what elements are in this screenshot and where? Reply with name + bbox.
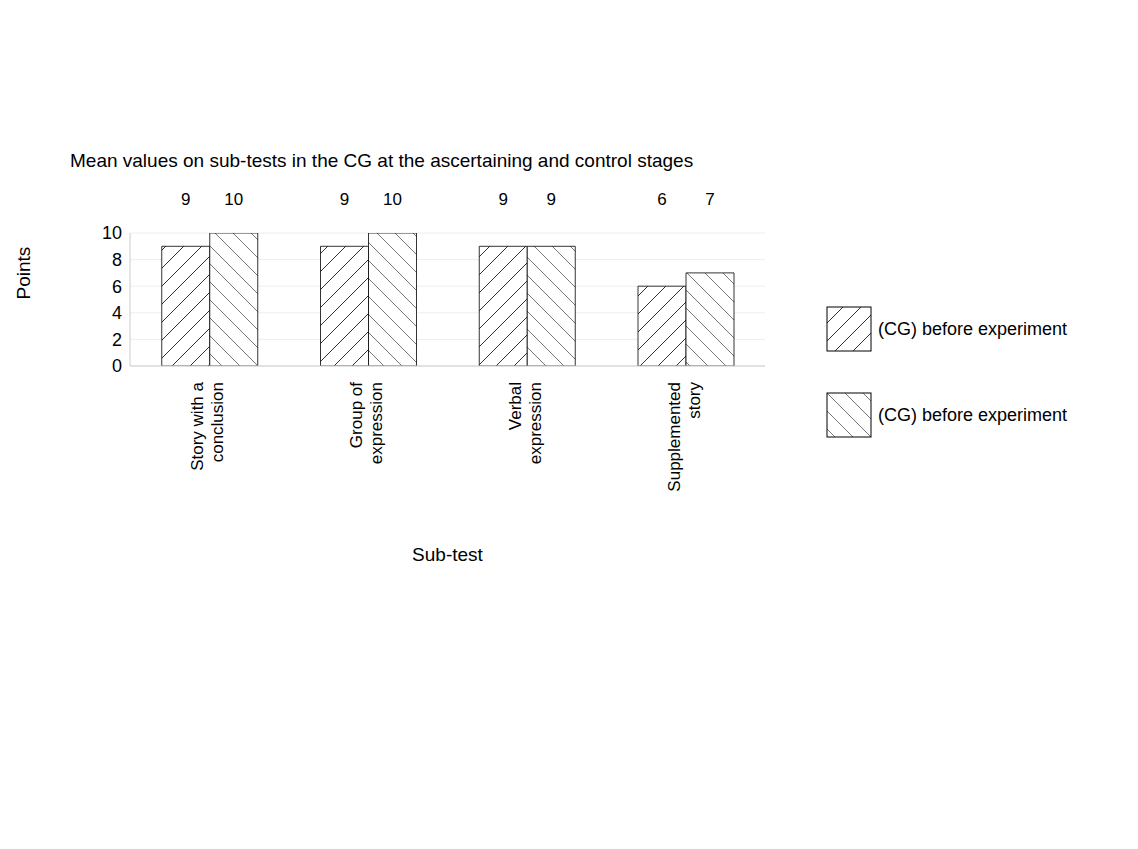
svg-text:10: 10: [102, 223, 122, 243]
svg-text:Story with a: Story with a: [188, 381, 207, 470]
svg-text:Points: Points: [13, 247, 34, 300]
svg-text:4: 4: [112, 303, 122, 323]
svg-text:conclusion: conclusion: [208, 382, 227, 462]
svg-text:9: 9: [499, 190, 508, 209]
svg-text:Verbal: Verbal: [506, 382, 525, 430]
svg-text:Sub-test: Sub-test: [412, 544, 483, 565]
svg-text:9: 9: [340, 190, 349, 209]
svg-text:8: 8: [112, 250, 122, 270]
svg-text:6: 6: [112, 277, 122, 297]
svg-text:expression: expression: [367, 382, 386, 464]
svg-text:7: 7: [705, 190, 714, 209]
svg-text:story: story: [685, 382, 704, 419]
html-text:Mean values on sub-tests in th: Mean values on sub-tests in the CG at th…: [70, 150, 694, 171]
svg-text:9: 9: [181, 190, 190, 209]
svg-text:10: 10: [224, 190, 243, 209]
svg-text:9: 9: [547, 190, 556, 209]
svg-text:2: 2: [112, 330, 122, 350]
html-text:(CG) before experiment: (CG) before experiment: [878, 318, 1068, 339]
svg-text:expression: expression: [526, 382, 545, 464]
svg-text:6: 6: [657, 190, 666, 209]
svg-text:Group of: Group of: [347, 382, 366, 448]
svg-text:0: 0: [112, 356, 122, 376]
svg-text:10: 10: [383, 190, 402, 209]
html-text:(CG) before experiment: (CG) before experiment: [878, 404, 1068, 425]
svg-text:Supplemented: Supplemented: [665, 382, 684, 492]
